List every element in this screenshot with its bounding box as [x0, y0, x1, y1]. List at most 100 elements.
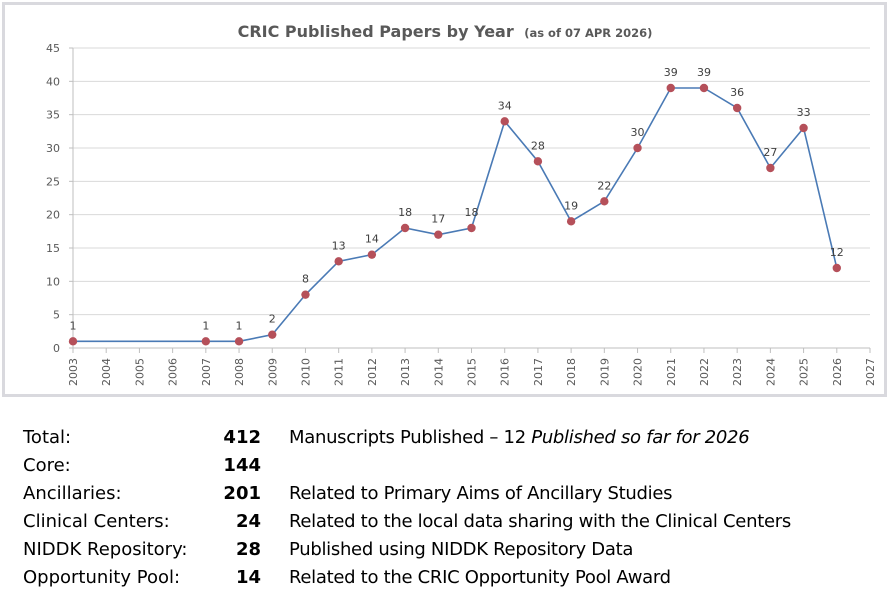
data-point — [766, 163, 775, 173]
data-label: 36 — [730, 86, 744, 99]
data-label: 27 — [763, 146, 777, 159]
data-point — [600, 197, 609, 206]
data-point — [201, 337, 211, 346]
data-point — [268, 330, 277, 339]
summary-description: Related to the CRIC Opportunity Pool Awa… — [289, 567, 671, 588]
data-point — [434, 230, 443, 239]
data-label: 1 — [70, 319, 77, 332]
summary-row-ancillaries: Ancillaries: 201 Related to Primary Aims… — [23, 480, 791, 508]
x-tick-label: 2013 — [399, 358, 412, 386]
y-axis-ticks: 0 5 10 15 20 25 30 35 40 45 — [46, 42, 73, 355]
data-label: 12 — [830, 246, 844, 259]
summary-label: Total: — [23, 427, 72, 448]
y-tick-label: 20 — [46, 209, 60, 222]
data-label: 8 — [302, 273, 309, 286]
x-tick-label: 2009 — [266, 358, 279, 386]
summary-value: 28 — [235, 539, 261, 560]
x-tick-label: 2016 — [499, 358, 512, 386]
summary-row-opportunity-pool: Opportunity Pool: 14 Related to the CRIC… — [23, 564, 791, 592]
data-label: 1 — [202, 319, 209, 332]
summary-label: Ancillaries: — [23, 483, 122, 504]
x-tick-label: 2014 — [432, 358, 445, 386]
summary-description: Manuscripts Published – 12 Published so … — [289, 424, 750, 452]
y-tick-label: 35 — [46, 109, 60, 122]
data-point — [334, 257, 343, 266]
summary-description: Related to the local data sharing with t… — [289, 511, 791, 532]
x-tick-label: 2006 — [167, 358, 180, 386]
x-tick-label: 2023 — [731, 358, 744, 386]
summary-value: 144 — [223, 455, 261, 476]
chart-title-main: CRIC Published Papers by Year — [238, 22, 514, 41]
summary-value: 412 — [223, 427, 261, 448]
data-point — [500, 117, 509, 126]
summary-description-text: Manuscripts Published – 12 — [289, 427, 532, 448]
data-point — [633, 143, 642, 153]
x-tick-label: 2017 — [532, 358, 545, 386]
y-tick-label: 40 — [46, 75, 60, 88]
x-tick-label: 2012 — [366, 358, 379, 386]
summary-description: Related to Primary Aims of Ancillary Stu… — [289, 483, 673, 504]
x-tick-label: 2011 — [333, 358, 346, 386]
chart-title: CRIC Published Papers by Year (as of 07 … — [238, 22, 653, 41]
summary-description-italic: Published so far for 2026 — [531, 427, 750, 448]
data-point — [234, 337, 244, 346]
y-tick-label: 0 — [53, 342, 60, 355]
data-point — [699, 83, 709, 93]
data-series — [68, 83, 841, 346]
x-tick-label: 2015 — [466, 358, 479, 386]
chart-title-subtitle: (as of 07 APR 2026) — [524, 26, 652, 40]
data-point — [666, 83, 675, 93]
x-tick-label: 2007 — [200, 358, 213, 386]
y-tick-label: 45 — [46, 42, 60, 55]
data-label: 2 — [269, 313, 276, 326]
data-label: 39 — [664, 66, 678, 79]
data-point — [68, 337, 78, 346]
data-label: 19 — [564, 199, 578, 212]
summary-value: 201 — [223, 483, 261, 504]
data-label: 1 — [236, 319, 243, 332]
data-label: 33 — [797, 106, 811, 119]
line-chart: CRIC Published Papers by Year (as of 07 … — [46, 22, 877, 386]
x-tick-label: 2022 — [698, 358, 711, 386]
x-tick-label: 2027 — [864, 358, 877, 386]
data-label: 13 — [332, 239, 346, 252]
y-tick-label: 25 — [46, 175, 60, 188]
summary-label: Core: — [23, 455, 71, 476]
y-tick-label: 30 — [46, 142, 60, 155]
x-tick-label: 2026 — [831, 358, 844, 386]
data-point — [367, 250, 377, 259]
x-tick-label: 2024 — [764, 358, 777, 386]
data-point — [301, 290, 310, 299]
summary-row-niddk-repository: NIDDK Repository: 28 Published using NID… — [23, 536, 791, 564]
summary-row-core: Core: 144 — [23, 452, 791, 480]
data-label: 34 — [498, 99, 512, 112]
data-label: 30 — [631, 126, 645, 139]
data-label: 18 — [398, 206, 412, 219]
x-tick-label: 2010 — [299, 358, 312, 386]
x-tick-label: 2003 — [67, 358, 80, 386]
gridlines — [73, 47, 870, 316]
summary-description: Published using NIDDK Repository Data — [289, 539, 634, 560]
x-tick-label: 2025 — [798, 358, 811, 386]
summary-row-clinical-centers: Clinical Centers: 24 Related to the loca… — [23, 508, 791, 536]
summary-value: 14 — [235, 567, 261, 588]
data-point — [732, 103, 742, 113]
x-tick-label: 2004 — [100, 358, 113, 386]
data-point — [533, 157, 543, 166]
chart-frame — [2, 2, 887, 397]
y-tick-label: 15 — [46, 242, 60, 255]
summary-value: 24 — [235, 511, 261, 532]
data-point — [566, 217, 576, 226]
data-label: 17 — [431, 213, 445, 226]
x-tick-label: 2019 — [598, 358, 611, 386]
y-tick-label: 10 — [46, 275, 60, 288]
x-tick-label: 2008 — [233, 358, 246, 386]
y-tick-label: 5 — [53, 309, 60, 322]
summary-row-total: Total: 412 Manuscripts Published – 12 Pu… — [23, 424, 791, 452]
axes — [72, 48, 870, 349]
data-point — [467, 223, 476, 233]
summary-label: NIDDK Repository: — [23, 539, 188, 560]
data-point — [832, 263, 841, 273]
x-tick-label: 2020 — [632, 358, 645, 386]
